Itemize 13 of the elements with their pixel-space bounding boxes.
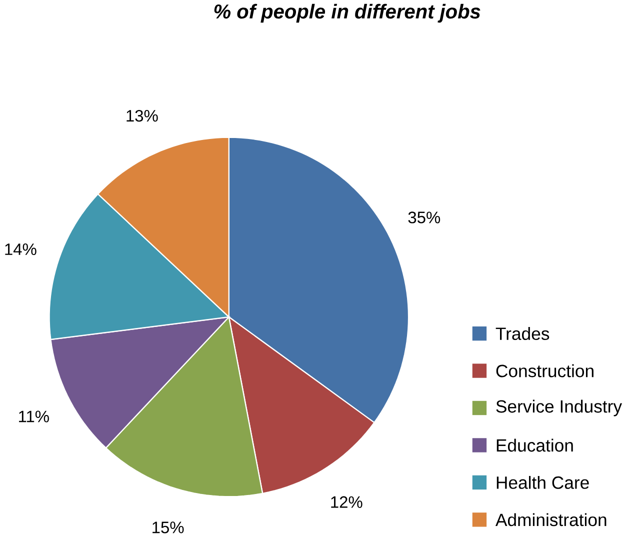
legend-label: Service Industry bbox=[496, 400, 622, 416]
legend-label: Education bbox=[496, 438, 573, 452]
legend-label: Trades bbox=[496, 326, 550, 340]
data-label: 35% bbox=[408, 212, 440, 224]
legend-label: Construction bbox=[496, 364, 594, 378]
chart-title: % of people in different jobs bbox=[214, 4, 480, 22]
legend-label: Administration bbox=[495, 513, 606, 526]
data-label: 14% bbox=[5, 243, 36, 255]
data-label: 11% bbox=[19, 410, 49, 422]
data-label: 12% bbox=[331, 496, 362, 508]
data-label: 15% bbox=[152, 522, 184, 534]
data-label: 13% bbox=[126, 110, 158, 122]
legend-label: Health Care bbox=[496, 476, 589, 489]
